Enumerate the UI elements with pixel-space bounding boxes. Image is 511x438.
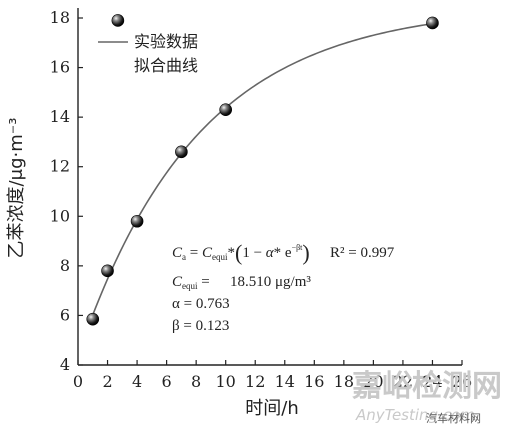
x-tick-label: 8 <box>191 372 201 391</box>
fit-curve <box>92 22 433 316</box>
data-point <box>219 103 232 117</box>
equation-annotation: Ca = Cequi*(1 − α* e−βt) R² = 0.997 Cequ… <box>172 240 395 334</box>
watermark-cn: 嘉峪检测网 <box>352 369 502 404</box>
y-tick-label: 16 <box>50 58 70 77</box>
beta-value: β = 0.123 <box>172 318 229 334</box>
watermark-en: AnyTesting.com <box>355 406 475 424</box>
x-tick-label: 0 <box>73 372 83 391</box>
y-tick-label: 6 <box>60 305 70 324</box>
watermark-brand: 汽车材料网 <box>426 411 481 425</box>
cequi-value: 18.510 μg/m³ <box>230 274 311 290</box>
x-tick-label: 20 <box>363 372 383 391</box>
data-point <box>130 214 144 228</box>
x-tick-label: 2 <box>102 372 112 391</box>
equation-main: Ca = Cequi*(1 − α* e−βt) <box>172 240 310 265</box>
x-tick-label: 14 <box>275 372 295 391</box>
legend: 实验数据 拟合曲线 <box>98 14 198 75</box>
x-tick-label: 16 <box>304 372 324 391</box>
x-tick-label: 18 <box>334 372 354 391</box>
legend-label-curve-line1: 实验数据 <box>134 32 198 51</box>
data-point <box>175 145 188 159</box>
cequi-label: Cequi = <box>172 274 210 291</box>
y-axis-title: 乙苯浓度/μg·m⁻³ <box>6 118 27 259</box>
watermark: 嘉峪检测网 AnyTesting.com 汽车材料网 <box>352 369 502 425</box>
x-tick-label: 10 <box>216 372 236 391</box>
legend-marker-data <box>111 14 125 27</box>
x-tick-label: 22 <box>393 372 413 391</box>
data-point <box>101 264 114 278</box>
y-tick-label: 18 <box>50 8 70 27</box>
x-tick-label: 12 <box>245 372 265 391</box>
data-point <box>426 16 439 30</box>
alpha-value: α = 0.763 <box>172 296 230 312</box>
y-tick-label: 4 <box>60 355 70 374</box>
y-tick-label: 14 <box>50 107 70 126</box>
x-axis-title: 时间/h <box>245 398 298 419</box>
y-tick-label: 8 <box>60 256 70 275</box>
y-tick-label: 12 <box>50 157 70 176</box>
x-tick-label: 24 <box>422 372 442 391</box>
x-tick-label: 4 <box>132 372 142 391</box>
x-tick-label: 6 <box>162 372 172 391</box>
y-tick-label: 10 <box>50 206 70 225</box>
x-tick-label: 26 <box>452 372 472 391</box>
legend-label-curve-line2: 拟合曲线 <box>134 56 198 75</box>
data-point <box>86 312 100 326</box>
r-squared: R² = 0.997 <box>330 245 395 261</box>
